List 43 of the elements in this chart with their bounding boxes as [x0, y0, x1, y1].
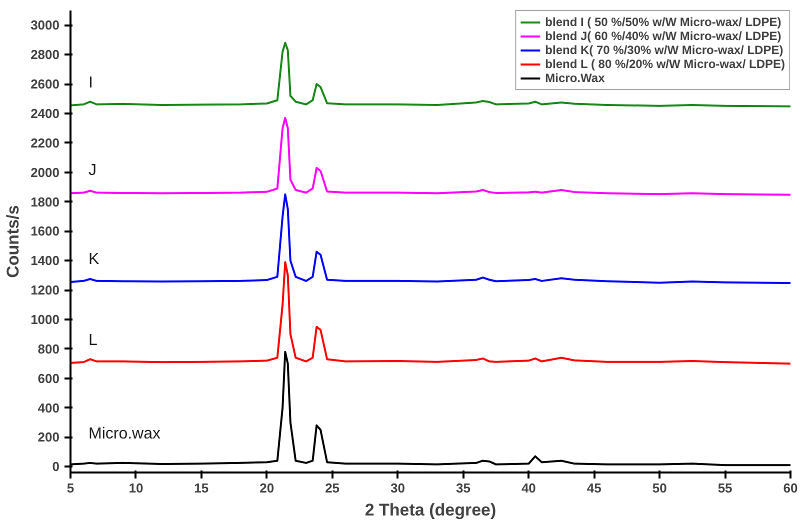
x-tick-label: 10	[128, 480, 144, 496]
annotation: Micro.wax	[88, 425, 161, 442]
legend-label: Micro.Wax	[545, 71, 605, 85]
legend-label: blend I ( 50 %/50% w/W Micro-wax/ LDPE)	[545, 15, 782, 29]
x-tick-label: 15	[194, 480, 209, 496]
legend-label: blend K( 70 %/30% w/W Micro-wax/ LDPE)	[545, 43, 784, 57]
y-tick-label: 200	[38, 430, 60, 445]
annotation: L	[88, 332, 98, 349]
x-tick-label: 45	[586, 480, 602, 496]
annotation: I	[88, 74, 93, 92]
line-series	[70, 42, 790, 108]
x-tick-label: 30	[390, 480, 406, 496]
x-tick-label: 50	[652, 480, 667, 496]
y-tick-label: 2600	[30, 76, 60, 92]
x-tick-label: 40	[521, 480, 536, 496]
y-tick-label: 0	[52, 459, 60, 474]
line-series	[70, 193, 790, 284]
y-tick-label: 1600	[30, 224, 60, 239]
y-tick-label: 1200	[30, 282, 60, 298]
y-axis-title: Counts/s	[4, 205, 23, 278]
y-tick-label: 600	[38, 370, 60, 386]
x-tick-label: 60	[783, 480, 798, 496]
y-tick-label: 1400	[30, 253, 60, 268]
x-tick-label: 35	[456, 480, 470, 496]
x-tick-label: 5	[66, 480, 74, 496]
y-tick-label: 2200	[30, 135, 60, 150]
y-tick-label: 2000	[30, 164, 60, 180]
x-tick-label: 55	[718, 480, 732, 496]
y-tick-label: 800	[38, 341, 60, 356]
y-tick-label: 1800	[30, 194, 60, 210]
annotation: K	[88, 250, 100, 268]
x-axis-title: 2 Theta (degree)	[364, 500, 496, 520]
y-tick-label: 1000	[30, 312, 60, 327]
y-tick-label: 2400	[30, 106, 60, 121]
annotation: J	[88, 162, 96, 180]
x-tick-label: 20	[260, 480, 274, 496]
legend-label: blend J( 60 %/40% w/W Micro-wax/ LDPE)	[545, 29, 782, 43]
y-tick-label: 400	[38, 400, 60, 416]
legend-label: blend L ( 80 %/20% w/W Micro-wax/ LDPE)	[545, 57, 785, 71]
line-series	[70, 116, 790, 196]
y-tick-label: 2800	[30, 47, 60, 62]
x-tick-label: 25	[325, 480, 340, 496]
y-tick-label: 3000	[30, 18, 60, 33]
